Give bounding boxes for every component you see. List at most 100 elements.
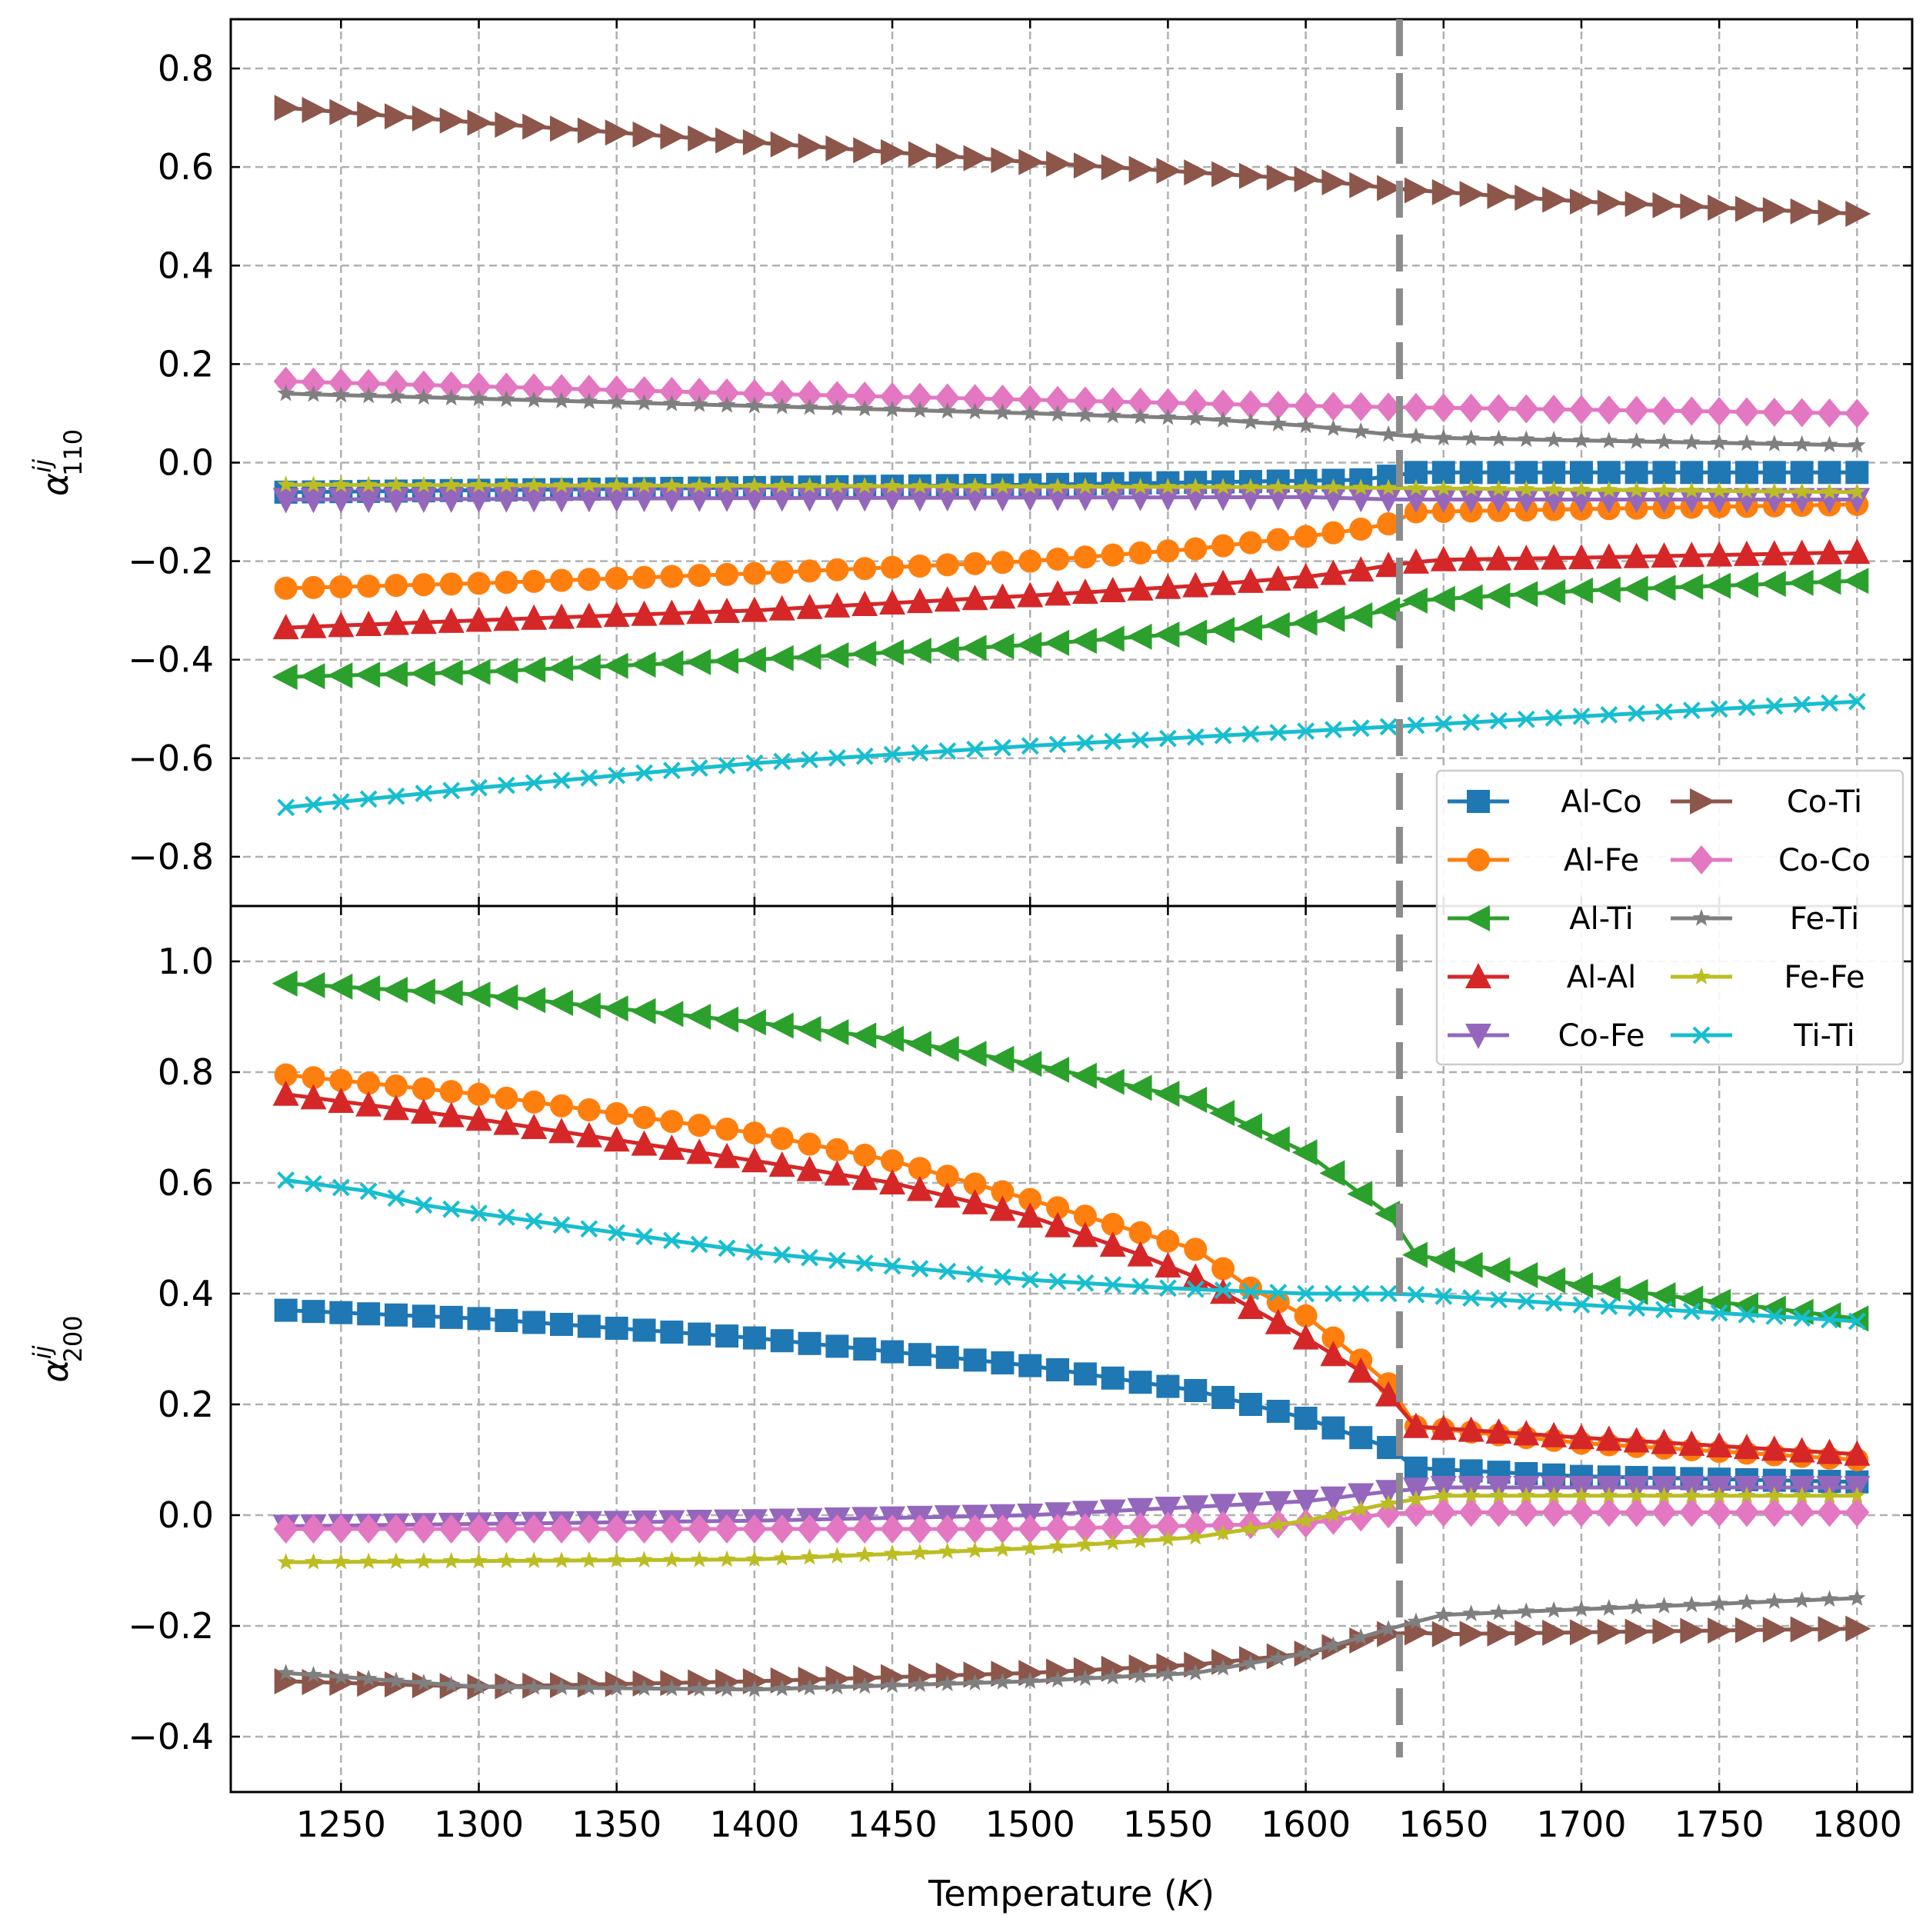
top-point-al-al-51 [1678, 541, 1705, 568]
bottom-point-co-ti-43 [1459, 1621, 1485, 1647]
top-point-co-co-8 [494, 372, 519, 402]
bottom-point-ti-ti-31 [1131, 1277, 1150, 1296]
bottom-point-fe-fe-45 [1517, 1486, 1535, 1504]
bottom-point-ti-ti-42 [1435, 1287, 1453, 1305]
bottom-point-al-al-24 [934, 1182, 961, 1208]
bottom-point-al-ti-50 [1650, 1282, 1676, 1309]
bottom-point-fe-fe-24 [938, 1542, 957, 1560]
top-point-al-ti-36 [1264, 611, 1290, 638]
bottom-point-fe-fe-4 [387, 1552, 405, 1570]
bottom-point-al-co-39 [1349, 1426, 1373, 1450]
top-point-co-co-39 [1348, 391, 1374, 421]
top-point-ti-ti-37 [1297, 722, 1315, 741]
bottom-point-al-al-29 [1071, 1221, 1098, 1247]
bottom-point-co-co-46 [1541, 1497, 1567, 1527]
top-point-al-al-32 [1155, 573, 1181, 599]
top-point-co-co-19 [797, 380, 822, 410]
bottom-point-fe-ti-20 [828, 1677, 846, 1695]
top-point-co-ti-27 [1018, 148, 1045, 175]
bottom-point-fe-fe-36 [1269, 1515, 1288, 1533]
top-point-fe-ti-0 [277, 384, 295, 401]
top-point-co-ti-8 [495, 112, 521, 138]
top-line-al-al [285, 550, 1858, 630]
bottom-point-al-ti-18 [768, 1012, 794, 1039]
top-point-al-ti-47 [1567, 578, 1593, 605]
bottom-point-fe-ti-12 [608, 1679, 626, 1696]
top-point-fe-ti-23 [911, 401, 929, 418]
bottom-point-al-fe-13 [632, 1106, 656, 1130]
top-point-al-ti-33 [1181, 619, 1208, 646]
bottom-point-ti-ti-43 [1462, 1289, 1481, 1307]
top-point-co-co-17 [741, 378, 767, 408]
bottom-point-co-co-53 [1734, 1497, 1759, 1527]
top-point-fe-fe-49 [1628, 481, 1646, 498]
top-point-al-al-44 [1485, 545, 1512, 571]
bottom-point-fe-ti-23 [911, 1675, 929, 1692]
bottom-y-symbol: α [35, 1359, 76, 1382]
top-point-al-fe-38 [1321, 521, 1345, 545]
bottom-point-al-co-41 [1404, 1456, 1428, 1480]
bottom-point-co-fe-33 [1182, 1495, 1209, 1521]
top-point-ti-ti-41 [1407, 716, 1425, 734]
bottom-point-co-fe-38 [1320, 1486, 1347, 1512]
bottom-point-ti-ti-33 [1186, 1280, 1205, 1298]
bottom-axes-frame [229, 904, 1914, 1794]
bottom-point-al-al-9 [521, 1114, 548, 1139]
top-y-tick-label-7: −0.6 [128, 738, 214, 779]
top-point-co-co-33 [1183, 388, 1208, 418]
bottom-point-fe-ti-39 [1351, 1627, 1370, 1645]
legend-marker-co-co [1689, 845, 1714, 874]
top-point-fe-ti-31 [1131, 407, 1149, 425]
bottom-line-fe-fe [285, 1494, 1858, 1564]
bottom-point-al-co-18 [770, 1329, 794, 1353]
bottom-point-co-co-9 [521, 1514, 547, 1544]
bottom-point-al-ti-16 [713, 1006, 739, 1033]
top-point-co-co-10 [549, 374, 575, 404]
top-point-fe-ti-27 [1021, 404, 1039, 421]
top-point-al-ti-3 [355, 661, 381, 688]
bottom-point-al-ti-36 [1264, 1126, 1290, 1153]
bottom-point-ti-ti-1 [305, 1174, 322, 1193]
top-point-co-ti-46 [1542, 186, 1568, 213]
bottom-point-co-ti-44 [1487, 1620, 1513, 1647]
top-point-fe-ti-20 [828, 398, 846, 416]
bottom-point-al-al-39 [1348, 1357, 1375, 1383]
top-point-ti-ti-12 [608, 766, 626, 784]
top-point-ti-ti-36 [1269, 724, 1288, 741]
bottom-point-al-fe-30 [1101, 1213, 1125, 1236]
top-point-al-al-53 [1733, 540, 1760, 566]
top-point-fe-ti-10 [552, 391, 571, 408]
bottom-series-al-al [272, 1080, 1871, 1466]
bottom-point-al-al-41 [1402, 1412, 1429, 1438]
top-point-co-fe-15 [686, 486, 713, 512]
bottom-point-fe-fe-7 [470, 1551, 488, 1569]
bottom-point-co-co-11 [576, 1514, 601, 1544]
top-point-co-co-21 [852, 381, 878, 411]
top-point-co-co-4 [384, 369, 409, 399]
top-point-al-fe-22 [881, 555, 905, 579]
x-tick-label-5: 1500 [985, 1804, 1075, 1845]
bottom-point-al-al-1 [300, 1084, 327, 1110]
top-point-co-fe-38 [1320, 486, 1347, 512]
top-point-co-fe-3 [355, 488, 382, 514]
top-point-co-fe-16 [714, 486, 741, 512]
bottom-point-al-co-16 [715, 1324, 739, 1348]
top-point-ti-ti-22 [883, 745, 901, 764]
bottom-point-al-ti-40 [1375, 1201, 1401, 1227]
bottom-line-al-al [285, 1092, 1858, 1457]
top-point-fe-ti-34 [1214, 411, 1232, 428]
bottom-point-co-co-41 [1403, 1497, 1428, 1527]
bottom-point-fe-ti-41 [1407, 1612, 1425, 1630]
top-point-co-fe-30 [1099, 485, 1126, 511]
bottom-line-al-fe [285, 1073, 1858, 1462]
bottom-point-al-co-14 [660, 1321, 684, 1344]
bottom-point-co-co-32 [1155, 1511, 1181, 1541]
bottom-point-al-al-45 [1513, 1420, 1540, 1446]
top-point-co-co-24 [935, 383, 960, 413]
bottom-point-fe-fe-47 [1572, 1486, 1591, 1504]
bottom-y-tick-label-0: 1.0 [158, 941, 214, 982]
top-point-co-co-9 [521, 373, 547, 403]
bottom-point-ti-ti-13 [635, 1227, 653, 1246]
top-point-co-co-47 [1568, 395, 1594, 425]
